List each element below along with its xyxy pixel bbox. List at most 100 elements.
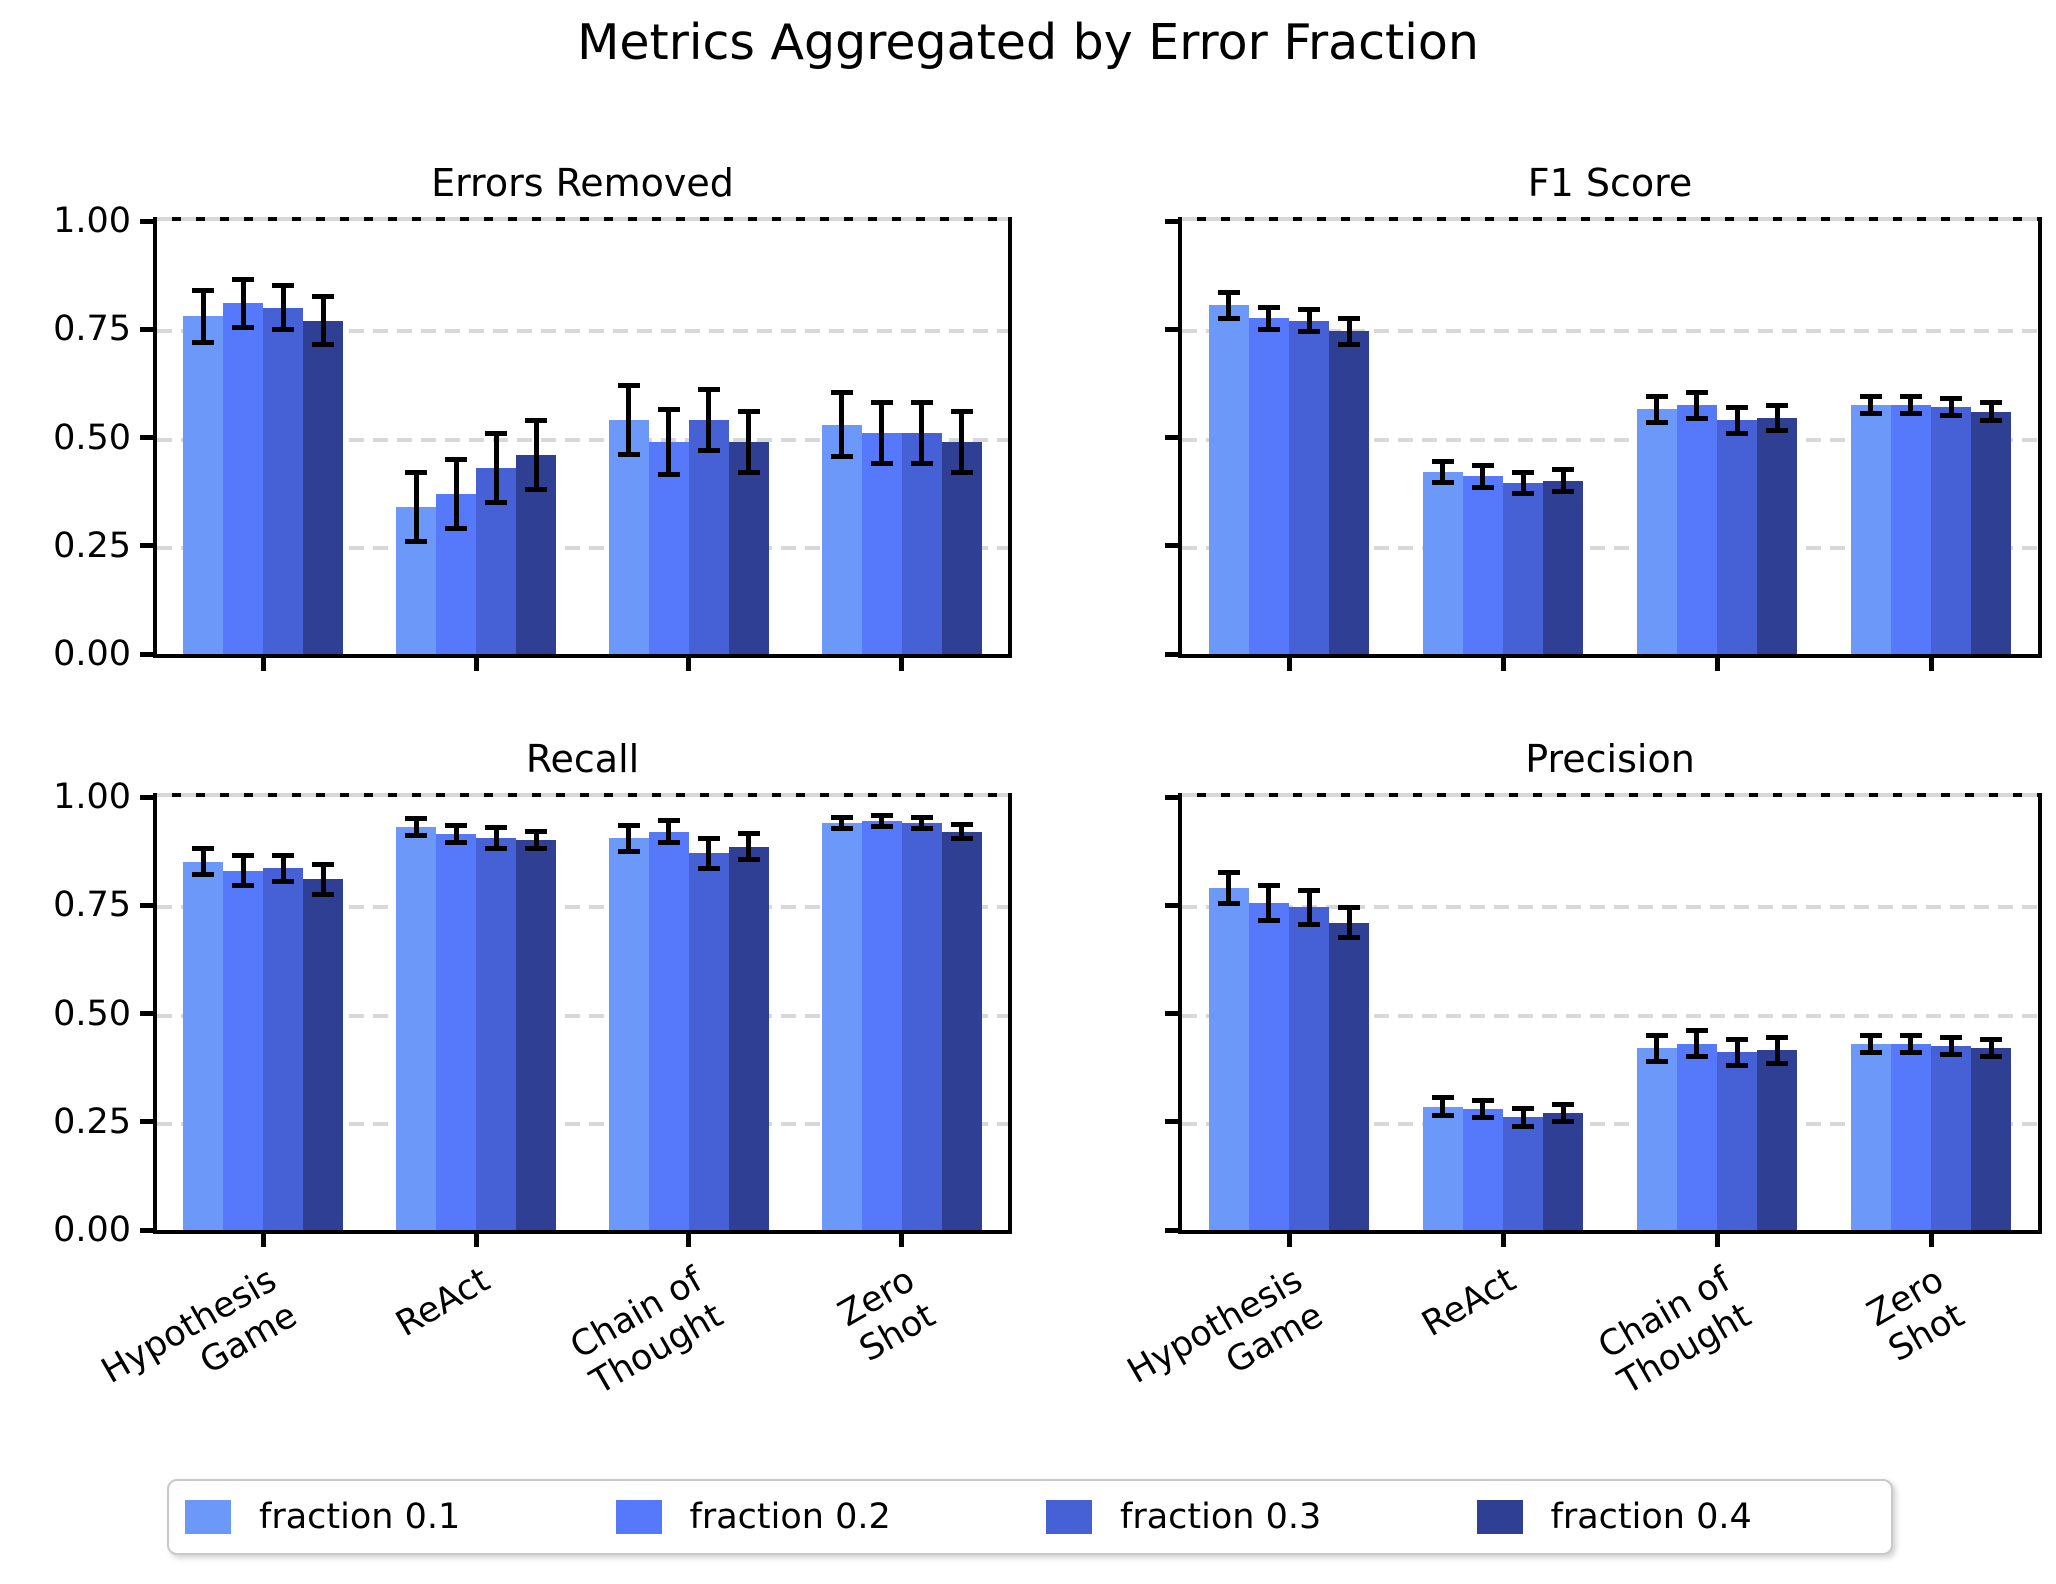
error-bar	[1298, 307, 1321, 334]
y-tick-mark	[140, 543, 157, 549]
error-bar-cap	[1980, 400, 2003, 406]
error-bar-stem	[280, 285, 286, 330]
error-bar-cap	[1338, 904, 1361, 910]
error-bar-stem	[1654, 1035, 1660, 1062]
error-bar-stem	[1774, 1037, 1780, 1064]
error-bar-stem	[493, 827, 499, 849]
bar	[1757, 1050, 1798, 1230]
error-bar	[1552, 467, 1575, 495]
bar	[1971, 1048, 2012, 1230]
y-tick-label: 0.25	[53, 525, 131, 566]
error-bar-cap	[830, 389, 853, 395]
error-bar	[1685, 389, 1708, 421]
bar	[1971, 411, 2012, 654]
error-bar-cap	[1338, 341, 1361, 347]
x-tick-mark	[686, 1230, 692, 1247]
error-bar	[910, 400, 933, 466]
y-tick-mark	[1165, 794, 1182, 800]
bar	[1503, 482, 1544, 654]
subplot-precision: Precision Hypothesis Game ReAct Chain of T…	[1121, 737, 2042, 1403]
legend-swatch-fraction-0-3	[1046, 1500, 1092, 1534]
y-tick-mark	[1165, 543, 1182, 549]
legend-item: fraction 0.3	[1030, 1497, 1461, 1537]
error-bar	[445, 456, 468, 531]
error-bar-cap	[192, 846, 215, 852]
error-bar-stem	[533, 420, 539, 490]
error-bar-cap	[1431, 1112, 1454, 1118]
bar	[263, 307, 304, 654]
gridline	[157, 329, 1008, 334]
y-tick-label: 1.00	[53, 201, 131, 241]
error-bar-cap	[950, 836, 973, 842]
error-bar-stem	[626, 385, 632, 455]
error-bar-cap	[525, 486, 548, 492]
error-bar-stem	[839, 817, 845, 829]
bar	[1890, 405, 1931, 654]
legend-label: fraction 0.3	[1120, 1497, 1322, 1537]
bar	[821, 822, 862, 1230]
error-bar-stem	[320, 296, 326, 345]
error-bar-cap	[1685, 1028, 1708, 1034]
error-bar-cap	[1471, 463, 1494, 469]
error-bar-cap	[232, 883, 255, 889]
error-bar	[1471, 1097, 1494, 1120]
error-bar-cap	[1645, 1058, 1668, 1064]
error-bar	[657, 406, 680, 477]
bar	[1248, 903, 1289, 1230]
bar	[608, 838, 649, 1230]
error-bar	[1552, 1101, 1575, 1125]
error-bar-stem	[879, 815, 885, 826]
bar	[303, 320, 344, 654]
subplot-title: F1 Score	[1527, 161, 1693, 205]
legend-swatch-fraction-0-1	[185, 1500, 231, 1534]
error-bar-cap	[1766, 1060, 1789, 1066]
error-bar-cap	[312, 891, 335, 897]
error-bar-cap	[697, 387, 720, 393]
error-bar-stem	[1266, 885, 1272, 921]
error-bar-cap	[617, 383, 640, 389]
error-bar	[1512, 469, 1535, 497]
legend-swatch-fraction-0-4	[1476, 1500, 1523, 1534]
error-bar-cap	[1645, 393, 1668, 399]
error-bar	[1980, 1036, 2003, 1060]
error-bar	[830, 814, 853, 832]
error-bar	[737, 831, 760, 863]
error-bar-cap	[312, 294, 335, 300]
bar	[861, 433, 902, 654]
gridline	[1182, 437, 2038, 442]
bar	[1636, 409, 1677, 654]
y-tick-mark	[140, 435, 157, 440]
bar	[1757, 418, 1798, 654]
error-bar-stem	[453, 825, 459, 843]
error-bar	[1726, 1036, 1749, 1068]
error-bar-stem	[666, 820, 672, 843]
y-tick-mark	[1165, 218, 1182, 224]
error-bar	[525, 417, 548, 492]
error-bar-cap	[232, 276, 255, 282]
bar	[688, 853, 729, 1230]
error-bar	[950, 409, 973, 475]
error-bar-stem	[1694, 392, 1700, 418]
error-bar	[910, 814, 933, 832]
error-bar-cap	[870, 813, 893, 819]
error-bar-cap	[1899, 393, 1922, 399]
bar	[1543, 1113, 1584, 1230]
x-tick-mark	[899, 654, 905, 671]
error-bar-cap	[1899, 411, 1922, 417]
error-bar-stem	[533, 831, 539, 849]
bar	[1289, 907, 1330, 1230]
error-bar-stem	[1346, 907, 1352, 938]
error-bar-cap	[910, 826, 933, 832]
error-bar	[485, 430, 508, 505]
error-bar-stem	[240, 855, 246, 886]
error-bar-cap	[1980, 1054, 2003, 1060]
bar	[901, 822, 942, 1230]
bar	[1717, 420, 1758, 654]
x-tick-mark	[1928, 1230, 1934, 1247]
gridline	[1182, 1013, 2038, 1018]
error-bar-cap	[1859, 411, 1882, 417]
bar	[1289, 320, 1330, 654]
y-tick-label: 0.75	[53, 309, 131, 350]
error-bar-cap	[870, 823, 893, 829]
bar	[476, 838, 517, 1230]
